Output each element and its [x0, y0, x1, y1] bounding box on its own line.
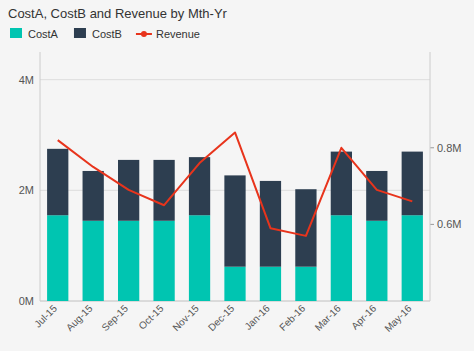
x-tick-label: Apr-16 [349, 302, 378, 331]
y2-tick [430, 224, 434, 225]
legend-item: CostA [10, 28, 59, 40]
legend-label: CostA [28, 28, 59, 40]
bar [260, 267, 281, 301]
x-tick-label: Oct-15 [137, 302, 166, 331]
bar [331, 152, 352, 216]
bar [402, 152, 423, 216]
bar [189, 215, 210, 301]
x-tick-label: Feb-16 [277, 302, 307, 332]
y-tick-label: 2M [19, 184, 34, 196]
y2-tick-label: 0.6M [437, 218, 461, 230]
bar [118, 221, 139, 301]
bar [366, 171, 387, 221]
background [0, 0, 474, 351]
bar [224, 175, 245, 266]
bar [402, 215, 423, 301]
y2-axis-line [430, 52, 431, 301]
legend-marker [141, 31, 147, 37]
bar [366, 221, 387, 301]
y2-tick [430, 147, 434, 148]
grid-line [40, 79, 430, 80]
bar [83, 171, 104, 221]
bar [47, 215, 68, 301]
line [58, 132, 413, 235]
legend-label: Revenue [156, 28, 200, 40]
title: CostA, CostB and Revenue by Mth-Yr [8, 6, 228, 21]
legend-swatch [10, 28, 22, 38]
bar [153, 160, 174, 221]
x-tick-label: Dec-15 [206, 302, 237, 333]
x-tick-label: Mar-16 [313, 302, 343, 332]
x-tick-label: Jul-15 [32, 302, 59, 329]
y-tick-label: 4M [19, 74, 34, 86]
bar [295, 267, 316, 301]
bar [189, 157, 210, 215]
x-tick-label: Aug-15 [64, 302, 95, 333]
y-tick-label: 0M [19, 295, 34, 307]
marks [47, 132, 423, 301]
x-tick-label: Nov-15 [170, 302, 201, 333]
legend-item: Revenue [136, 28, 200, 40]
legend: CostA CostB Revenue [10, 28, 200, 40]
bar [260, 181, 281, 267]
x-tick-label: May-16 [382, 302, 414, 334]
bar [83, 221, 104, 301]
legend-item: CostB [74, 28, 122, 40]
x-tick-label: Sep-15 [99, 302, 130, 333]
legend-swatch [74, 28, 86, 38]
bar [331, 215, 352, 301]
bar [295, 189, 316, 266]
bar [47, 149, 68, 215]
bar [224, 267, 245, 301]
grid [40, 80, 430, 301]
y-axis-line [40, 52, 41, 301]
legend-label: CostB [92, 28, 122, 40]
bar [153, 221, 174, 301]
y2-tick-label: 0.8M [437, 142, 461, 154]
chart: 0M 2M 4M 0.6M 0.8M Jul-15Aug-15Sep-15Oct-15No… [0, 0, 474, 351]
x-tick-label: Jan-16 [242, 302, 272, 332]
